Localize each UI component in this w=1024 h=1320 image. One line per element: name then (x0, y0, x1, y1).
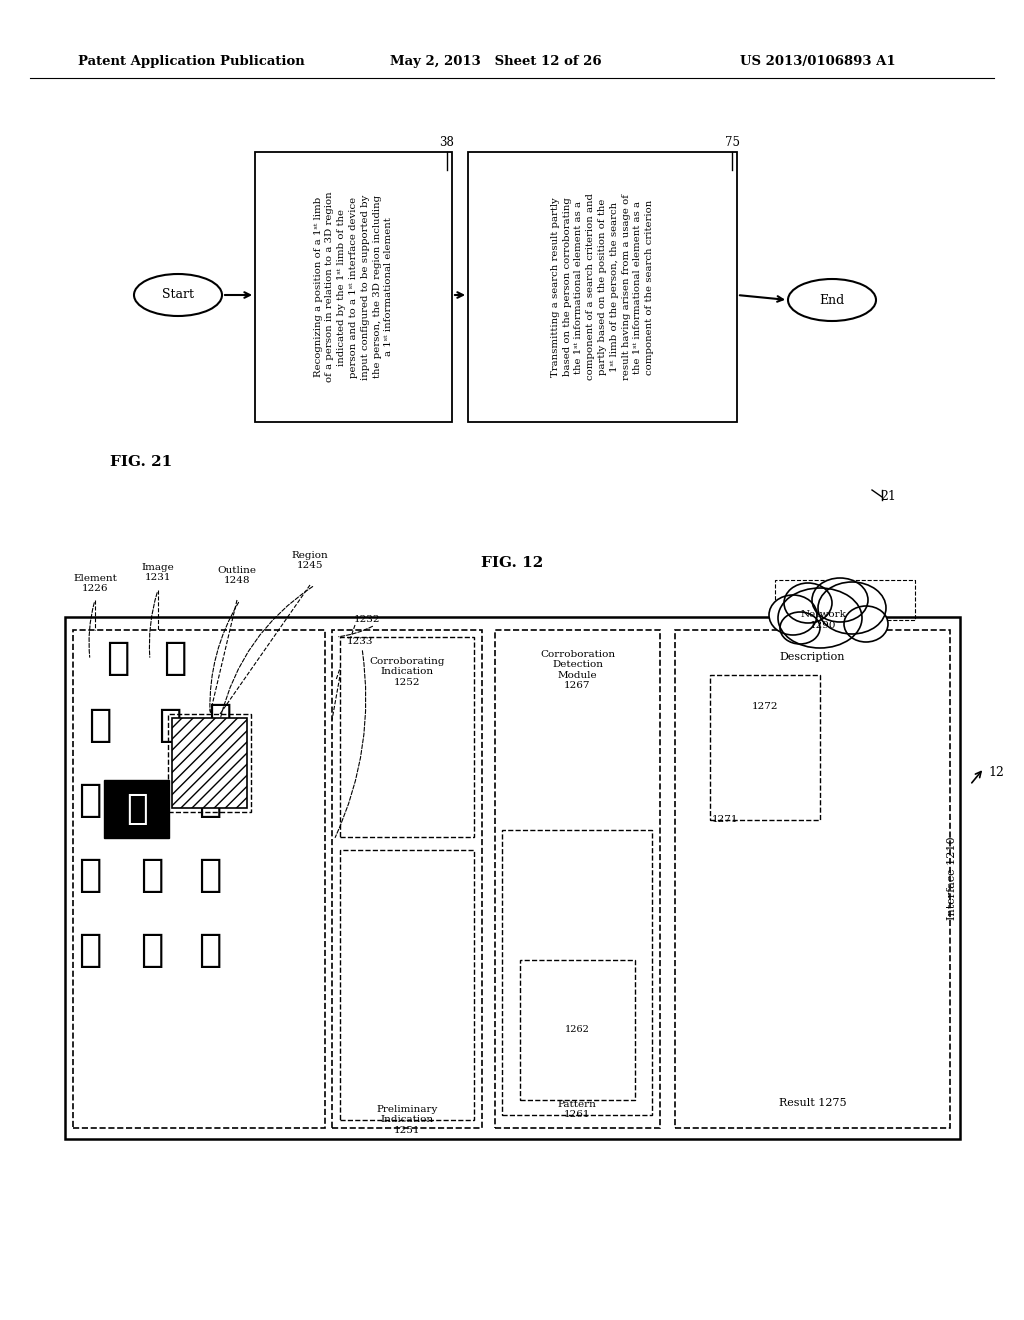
Text: Region
1245: Region 1245 (292, 550, 329, 570)
Bar (168, 714, 251, 812)
Text: 欲: 欲 (208, 701, 231, 739)
Bar (73, 630, 325, 1129)
Bar (502, 830, 652, 1115)
Text: Preliminary
Indication
1251: Preliminary Indication 1251 (376, 1105, 437, 1135)
Bar (65, 616, 961, 1139)
Ellipse shape (778, 587, 862, 648)
Ellipse shape (812, 578, 868, 622)
Bar (775, 579, 915, 620)
Text: 38: 38 (439, 136, 455, 149)
Text: Element
1226: Element 1226 (73, 574, 117, 593)
Text: Recognizing a position of a 1ˢᵗ limb
of a person in relation to a 3D region
indi: Recognizing a position of a 1ˢᵗ limb of … (313, 191, 393, 383)
Text: 1233: 1233 (347, 638, 374, 647)
Text: 亞: 亞 (140, 931, 164, 969)
Text: Description: Description (779, 652, 845, 663)
Text: FIG. 12: FIG. 12 (481, 556, 543, 570)
Bar (710, 675, 820, 820)
Text: 欲: 欲 (199, 931, 221, 969)
Text: 1232: 1232 (353, 615, 380, 624)
Text: 1262: 1262 (565, 1026, 590, 1035)
Text: 欲: 欲 (199, 855, 221, 894)
Ellipse shape (780, 612, 820, 644)
Bar (255, 152, 452, 422)
Text: Start: Start (162, 289, 194, 301)
Bar (520, 960, 635, 1100)
Text: 殺: 殺 (199, 781, 221, 818)
Text: 75: 75 (725, 136, 739, 149)
Text: 21: 21 (880, 491, 896, 503)
Ellipse shape (844, 606, 888, 642)
Text: May 2, 2013   Sheet 12 of 26: May 2, 2013 Sheet 12 of 26 (390, 55, 602, 69)
Text: Network
1290: Network 1290 (800, 610, 846, 630)
Text: Interface 1210: Interface 1210 (947, 836, 957, 920)
Text: Pattern
1261: Pattern 1261 (557, 1100, 596, 1119)
Text: Image
1231: Image 1231 (141, 562, 174, 582)
Text: 亚: 亚 (88, 706, 112, 744)
Text: Patent Application Publication: Patent Application Publication (78, 55, 305, 69)
Ellipse shape (134, 275, 222, 315)
Bar (495, 630, 660, 1129)
Text: 亚: 亚 (78, 855, 101, 894)
Ellipse shape (769, 595, 817, 635)
Text: 1271: 1271 (712, 814, 738, 824)
Ellipse shape (784, 583, 831, 623)
Text: 死: 死 (106, 639, 130, 677)
Text: Outline
1248: Outline 1248 (217, 565, 256, 585)
Text: 殴: 殴 (140, 781, 164, 818)
Ellipse shape (818, 582, 886, 634)
Bar (172, 718, 247, 808)
Text: 亞: 亞 (78, 781, 101, 818)
Text: FIG. 21: FIG. 21 (110, 455, 172, 469)
Text: 1272: 1272 (752, 702, 778, 711)
Text: US 2013/0106893 A1: US 2013/0106893 A1 (740, 55, 896, 69)
Text: Corroboration
Detection
Module
1267: Corroboration Detection Module 1267 (540, 649, 615, 690)
Text: Transmitting a search result partly
based on the person corroborating
the 1ˢᵗ in: Transmitting a search result partly base… (551, 194, 654, 380)
Text: 堂: 堂 (126, 792, 147, 826)
Text: Result 1275: Result 1275 (778, 1098, 846, 1107)
Bar (675, 630, 950, 1129)
Text: 堂: 堂 (159, 706, 181, 744)
Bar (332, 630, 482, 1129)
Text: End: End (819, 293, 845, 306)
Bar (104, 780, 169, 838)
Ellipse shape (788, 279, 876, 321)
Bar (468, 152, 737, 422)
Text: 12: 12 (988, 767, 1004, 780)
Text: 殺: 殺 (78, 931, 101, 969)
Bar (720, 680, 810, 810)
Text: 殿: 殿 (140, 855, 164, 894)
Bar (340, 850, 474, 1119)
Bar (340, 638, 474, 837)
Text: 天: 天 (163, 639, 186, 677)
Text: Corroborating
Indication
1252: Corroborating Indication 1252 (370, 657, 444, 686)
